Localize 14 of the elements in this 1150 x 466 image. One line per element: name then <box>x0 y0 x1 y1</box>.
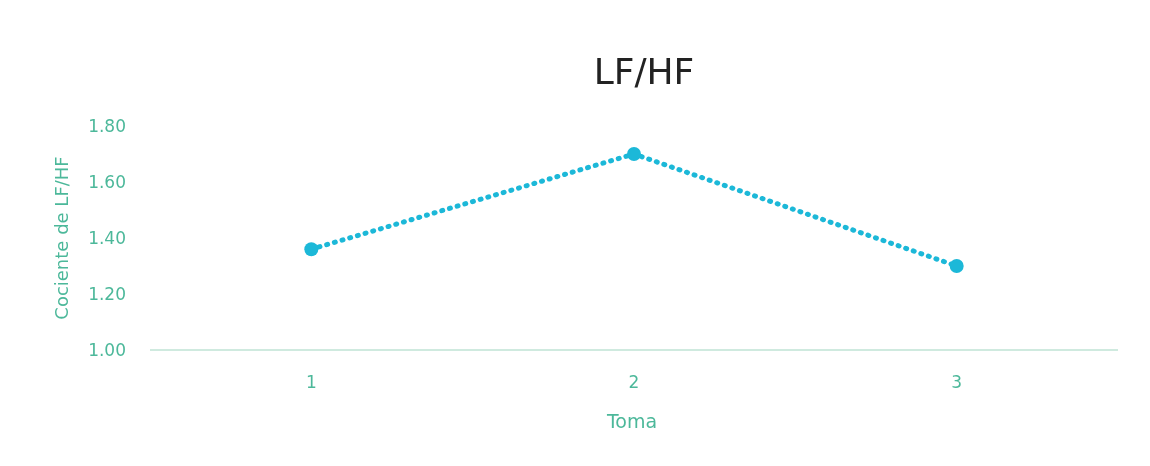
y-axis-title: Cociente de LF/HF <box>51 156 72 320</box>
point <box>627 147 641 161</box>
point <box>304 242 319 257</box>
y-tick-label: 1.20 <box>88 283 126 304</box>
x-tick-label: 2 <box>628 372 640 392</box>
x-tick-label: 1 <box>305 372 317 392</box>
x-tick-label: 3 <box>951 372 963 392</box>
point <box>949 259 964 273</box>
y-tick-label: 1.00 <box>88 339 126 360</box>
chart-title: LF/HF <box>593 51 695 92</box>
y-tick-label: 1.60 <box>88 171 126 192</box>
y-tick-label: 1.40 <box>88 227 126 248</box>
y-tick-label: 1.80 <box>88 115 126 136</box>
x-axis-title: Toma <box>605 410 658 432</box>
